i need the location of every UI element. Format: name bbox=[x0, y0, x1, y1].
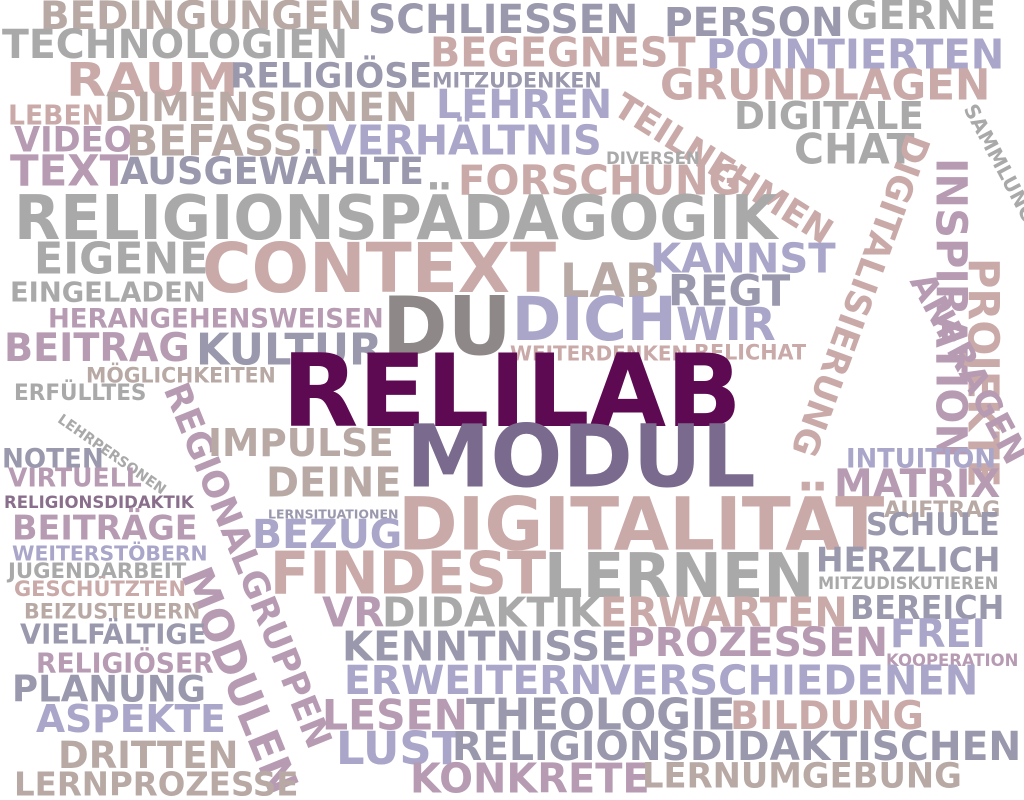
word-noten: NOTEN bbox=[2, 443, 104, 475]
word-moeglichkeiten: MÖGLICHKEITEN bbox=[86, 363, 276, 388]
word-lernsituationen: LERNSITUATIONEN bbox=[268, 506, 399, 522]
word-forschung: FORSCHUNG bbox=[458, 156, 742, 205]
word-grundlagen: GRUNDLAGEN bbox=[660, 60, 991, 111]
word-aspekte: ASPEKTE bbox=[36, 697, 226, 742]
word-schliessen: SCHLIESSEN bbox=[368, 0, 639, 43]
word-person: PERSON bbox=[664, 0, 844, 46]
word-religionsdidaktischen: RELIGIONSDIDAKTISCHEN bbox=[452, 723, 1022, 770]
word-religionspaedagogik: RELIGIONSPÄDAGOGIK bbox=[14, 183, 778, 254]
word-kannst: KANNST bbox=[650, 234, 836, 283]
word-relilab: RELILAB bbox=[282, 331, 742, 450]
word-verschiedenen: VERSCHIEDENEN bbox=[600, 656, 979, 705]
word-intuition: INTUITION bbox=[846, 444, 996, 475]
word-eigene: EIGENE bbox=[34, 234, 209, 285]
word-prozessen: PROZESSEN bbox=[626, 619, 889, 666]
word-weiterstoebern: WEITERSTÖBERN bbox=[12, 541, 208, 566]
word-kultur: KULTUR bbox=[196, 324, 383, 376]
word-verhaeltnis: VERHÄLTNIS bbox=[326, 116, 602, 165]
word-bezug: BEZUG bbox=[252, 510, 403, 558]
word-du: DU bbox=[382, 280, 512, 375]
word-technologien: TECHNOLOGIEN bbox=[2, 21, 349, 68]
word-impulse: IMPULSE bbox=[208, 421, 394, 466]
word-theologie: THEOLOGIE bbox=[466, 690, 736, 741]
word-beizusteuern: BEIZUSTEUERN bbox=[24, 599, 201, 624]
word-lernumgebung: LERNUMGEBUNG bbox=[642, 756, 962, 797]
word-matrix: MATRIX bbox=[834, 460, 1001, 507]
word-jugendarbeit: JUGENDARBEIT bbox=[8, 559, 187, 585]
word-geschuetzten: GESCHÜTZTEN bbox=[14, 577, 187, 603]
word-mitzudenken: MITZUDENKEN bbox=[432, 67, 602, 93]
word-ausgewaehlte: AUSGEWÄHLTE bbox=[120, 149, 424, 194]
word-lernprozesse: LERNPROZESSE bbox=[14, 764, 299, 800]
word-vr: VR bbox=[322, 588, 385, 637]
word-virtuell: VIRTUELL bbox=[8, 463, 142, 494]
word-pointierten: POINTIERTEN bbox=[706, 30, 1005, 79]
word-bereich: BEREICH bbox=[850, 588, 1005, 627]
word-begegnest: BEGEGNEST bbox=[430, 28, 696, 77]
word-deine: DEINE bbox=[266, 458, 402, 507]
word-religionsdidaktik: RELIGIONSDIDAKTIK bbox=[4, 491, 194, 512]
word-dich: DICH bbox=[512, 285, 677, 356]
word-leben: LEBEN bbox=[8, 100, 104, 132]
word-erwarten: ERWARTEN bbox=[600, 588, 848, 637]
word-regt: REGT bbox=[668, 266, 791, 316]
word-religioese: RELIGIÖSE bbox=[230, 56, 433, 97]
word-bedingungen: BEDINGUNGEN bbox=[40, 0, 363, 39]
word-video: VIDEO bbox=[14, 120, 133, 161]
word-planung: PLANUNG bbox=[12, 667, 206, 711]
word-digitalitaet: DIGITALITÄT bbox=[398, 482, 885, 568]
word-relichat: RELICHAT bbox=[694, 339, 807, 365]
word-kooperation: KOOPERATION bbox=[886, 649, 1019, 670]
word-lehren: LEHREN bbox=[436, 80, 613, 128]
word-dimensionen: DIMENSIONEN bbox=[104, 84, 418, 131]
word-religioeser: RELIGIÖSER bbox=[36, 648, 214, 680]
word-kenntnisse: KENNTNISSE bbox=[342, 622, 628, 671]
word-befasst: BEFASST bbox=[126, 116, 332, 167]
word-context: CONTEXT bbox=[202, 229, 557, 309]
word-schule: SCHULE bbox=[866, 507, 1000, 543]
word-chat: CHAT bbox=[794, 124, 915, 174]
word-beitraege: BEITRÄGE bbox=[12, 508, 198, 549]
word-digitale: DIGITALE bbox=[734, 94, 924, 139]
word-herangehensweisen: HERANGEHENSWEISEN bbox=[48, 303, 384, 335]
word-diversen: DIVERSEN bbox=[606, 147, 700, 168]
word-eingeladen: EINGELADEN bbox=[10, 275, 206, 309]
word-dritten: DRITTEN bbox=[58, 733, 239, 778]
word-wir: WIR bbox=[676, 298, 776, 352]
word-text: TEXT bbox=[10, 146, 129, 197]
word-konkrete: KONKRETE bbox=[410, 754, 650, 800]
word-weiterdenken: WEITERDENKEN bbox=[510, 341, 689, 366]
word-lust: LUST bbox=[336, 722, 463, 776]
word-erfuelltes: ERFÜLLTES bbox=[14, 381, 147, 407]
word-lesen: LESEN bbox=[322, 690, 468, 740]
word-bildung: BILDUNG bbox=[730, 693, 924, 739]
word-didaktik: DIDAKTIK bbox=[382, 588, 601, 637]
word-vielfaeltige: VIELFÄLTIGE bbox=[20, 617, 207, 651]
word-findest: FINDEST bbox=[270, 539, 547, 608]
word-erweitern: ERWEITERN bbox=[344, 657, 603, 704]
word-beitrag: BEITRAG bbox=[4, 325, 190, 371]
word-frei: FREI bbox=[890, 611, 986, 657]
word-auftrag: AUFTRAG bbox=[884, 497, 1001, 524]
word-lernen: LERNEN bbox=[544, 540, 815, 612]
word-lab: LAB bbox=[560, 253, 661, 309]
word-raum: RAUM bbox=[66, 53, 239, 107]
word-herzlich: HERZLICH bbox=[816, 540, 1001, 580]
word-gerne: GERNE bbox=[846, 0, 997, 39]
word-modul: MODUL bbox=[406, 407, 756, 508]
word-mitzudiskutieren: MITZUDISKUTIEREN bbox=[818, 573, 999, 593]
